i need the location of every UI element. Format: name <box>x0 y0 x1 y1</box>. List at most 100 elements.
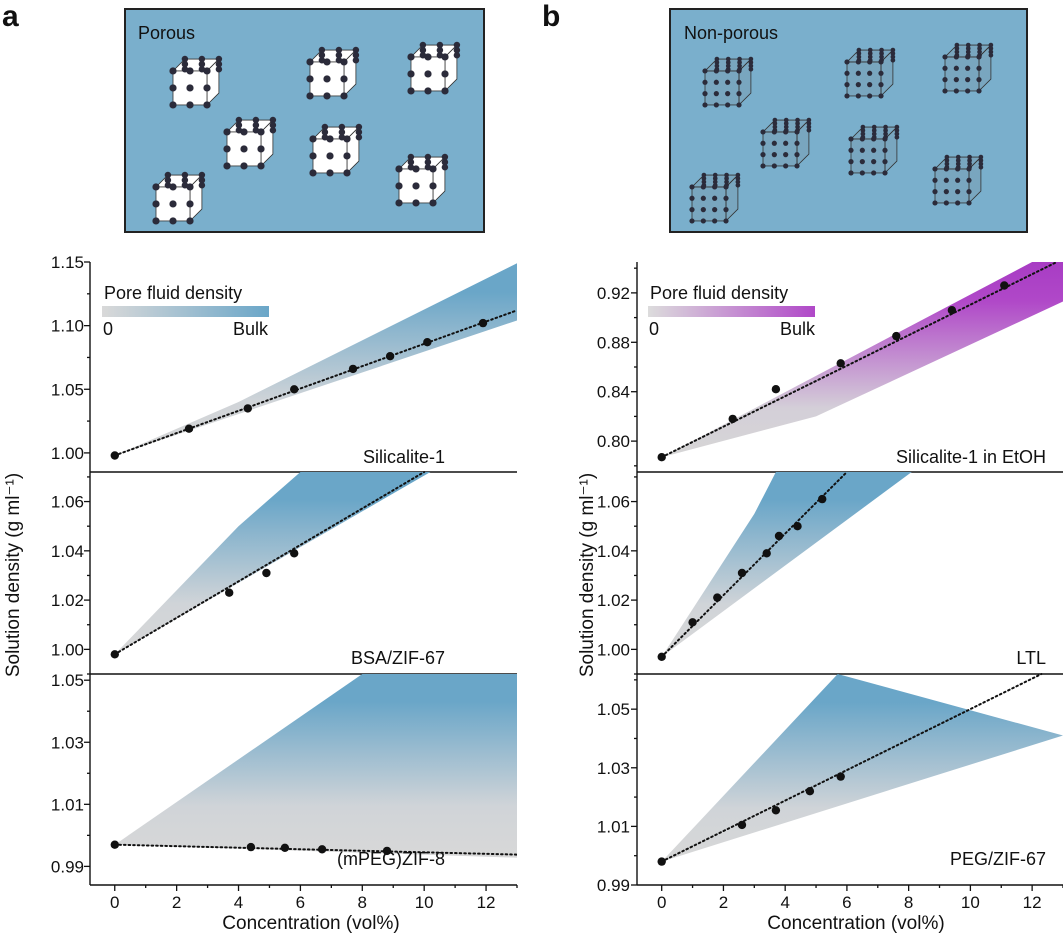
chart-column-b: 0.80 0.84 0.88 0.92 Silicalite-1 in EtOH 1.00… <box>597 262 1063 912</box>
data-point-ltl-2 <box>713 593 722 602</box>
data-point-peg-zif-67-2 <box>771 806 781 815</box>
y-tick-label-silicalite-1-in-etoh-2: 0.88 <box>597 333 630 352</box>
colorbar-a-bar <box>102 306 269 317</box>
data-point-silicalite-1-4 <box>348 364 358 374</box>
data-point-peg-zif-67-1 <box>737 820 747 830</box>
pore-fluid-density-region-bsa-zif-67 <box>114 472 431 655</box>
colorbar-b-min: 0 <box>649 319 659 339</box>
porous-crystal-0 <box>169 55 223 109</box>
x-tick-label-b-0: 0 <box>657 893 666 912</box>
nonporous-crystal-5 <box>932 154 984 206</box>
panel-silicalite-1 <box>110 263 517 460</box>
panel-label-bsa-zif-67: BSA/ZIF-67 <box>351 648 445 668</box>
x-tick-label-a-1: 2 <box>172 893 181 912</box>
schematic-porous-crystals <box>152 41 461 225</box>
y-tick-label-ltl-1: 1.02 <box>597 591 630 610</box>
y-tick-label-mpeg-zif-8-0: 0.99 <box>51 857 84 876</box>
colorbar-b-max: Bulk <box>780 319 816 339</box>
data-point-ltl-5 <box>774 531 784 541</box>
nonporous-crystal-2 <box>942 42 994 94</box>
colorbar-a-max: Bulk <box>233 319 269 339</box>
x-tick-label-b-2: 4 <box>780 893 789 912</box>
data-point-mpeg-zif-8-3 <box>317 845 327 854</box>
pore-fluid-density-region-ltl <box>661 472 912 657</box>
x-tick-label-a-2: 4 <box>234 893 243 912</box>
y-tick-label-peg-zif-67-2: 1.03 <box>597 759 630 778</box>
y-tick-label-silicalite-1-in-etoh-3: 0.92 <box>597 284 630 303</box>
data-point-mpeg-zif-8-0 <box>110 840 120 849</box>
colorbar-a: Pore fluid density 0 Bulk <box>102 283 269 339</box>
panel-label-mpeg-zif-8: (mPEG)ZIF-8 <box>337 849 445 869</box>
fit-line-bsa-zif-67 <box>113 471 426 656</box>
data-point-peg-zif-67-3 <box>805 787 815 796</box>
data-point-silicalite-1-in-etoh-0 <box>657 453 666 462</box>
data-point-ltl-7 <box>818 494 827 504</box>
schematic-nonporous-label: Non-porous <box>684 23 778 43</box>
y-tick-label-silicalite-1-3: 1.15 <box>51 253 84 272</box>
x-tick-label-a-4: 8 <box>358 893 367 912</box>
y-tick-label-silicalite-1-in-etoh-1: 0.84 <box>597 383 630 402</box>
panel-label-peg-zif-67: PEG/ZIF-67 <box>950 849 1046 869</box>
data-point-peg-zif-67-0 <box>657 857 666 866</box>
data-point-silicalite-1-0 <box>110 451 120 460</box>
data-point-silicalite-1-1 <box>184 424 194 433</box>
y-tick-label-mpeg-zif-8-2: 1.03 <box>51 733 84 752</box>
panel-silicalite-1-in-etoh <box>657 262 1063 462</box>
pore-fluid-density-region-peg-zif-67 <box>661 674 1063 862</box>
data-point-bsa-zif-67-0 <box>110 650 120 659</box>
colorbar-b: Pore fluid density 0 Bulk <box>648 283 816 339</box>
schematic-nonporous-crystals <box>689 42 994 224</box>
x-tick-label-a-6: 12 <box>477 893 496 912</box>
panel-letter-b: b <box>542 0 560 33</box>
x-axis-label-a: Concentration (vol%) <box>222 913 399 934</box>
x-tick-label-a-5: 10 <box>415 893 434 912</box>
panel-mpeg-zif-8 <box>110 674 517 858</box>
y-tick-label-mpeg-zif-8-3: 1.05 <box>51 671 84 690</box>
data-point-mpeg-zif-8-1 <box>246 842 256 852</box>
x-tick-label-a-0: 0 <box>110 893 119 912</box>
colorbar-a-title: Pore fluid density <box>104 283 242 303</box>
y-tick-label-bsa-zif-67-3: 1.06 <box>51 493 84 512</box>
data-point-mpeg-zif-8-2 <box>280 843 290 852</box>
y-tick-label-silicalite-1-2: 1.10 <box>51 317 84 336</box>
data-point-silicalite-1-in-etoh-4 <box>892 331 901 341</box>
data-point-bsa-zif-67-1 <box>225 588 234 597</box>
data-point-ltl-6 <box>793 522 802 531</box>
data-point-silicalite-1-in-etoh-6 <box>1000 281 1009 290</box>
data-point-silicalite-1-in-etoh-2 <box>771 385 781 394</box>
data-point-bsa-zif-67-2 <box>262 568 271 578</box>
fit-line-silicalite-1-in-etoh <box>660 262 1058 459</box>
x-tick-label-b-1: 2 <box>719 893 728 912</box>
porous-crystal-4 <box>309 123 363 177</box>
colorbar-b-title: Pore fluid density <box>650 283 788 303</box>
x-tick-label-b-5: 10 <box>961 893 980 912</box>
data-point-silicalite-1-5 <box>385 352 395 361</box>
pore-fluid-density-region-mpeg-zif-8 <box>114 674 517 858</box>
data-point-peg-zif-67-4 <box>836 772 845 781</box>
data-point-silicalite-1-6 <box>423 338 432 347</box>
panel-label-ltl: LTL <box>1016 648 1046 668</box>
panel-ltl <box>657 471 912 661</box>
y-tick-label-silicalite-1-in-etoh-0: 0.80 <box>597 432 630 451</box>
y-axis-label-b: Solution density (g ml⁻¹) <box>577 473 598 677</box>
nonporous-crystal-0 <box>702 56 754 108</box>
x-tick-label-b-6: 12 <box>1023 893 1042 912</box>
data-point-ltl-1 <box>688 618 697 627</box>
y-tick-label-peg-zif-67-0: 0.99 <box>597 876 630 895</box>
panel-letter-a: a <box>2 0 19 33</box>
y-tick-label-peg-zif-67-1: 1.01 <box>597 817 630 836</box>
porous-crystal-3 <box>223 116 277 170</box>
data-point-silicalite-1-in-etoh-3 <box>836 359 845 368</box>
nonporous-crystal-6 <box>689 172 741 224</box>
y-tick-label-silicalite-1-1: 1.05 <box>51 380 84 399</box>
y-tick-label-peg-zif-67-3: 1.05 <box>597 700 630 719</box>
porous-crystal-5 <box>395 153 449 207</box>
nonporous-crystal-4 <box>848 124 900 176</box>
nonporous-crystal-3 <box>760 117 812 169</box>
nonporous-crystal-1 <box>844 47 896 99</box>
data-point-bsa-zif-67-3 <box>290 549 299 558</box>
fit-line-mpeg-zif-8 <box>113 843 517 856</box>
fit-line-silicalite-1 <box>113 309 517 457</box>
porous-crystal-1 <box>306 46 360 100</box>
